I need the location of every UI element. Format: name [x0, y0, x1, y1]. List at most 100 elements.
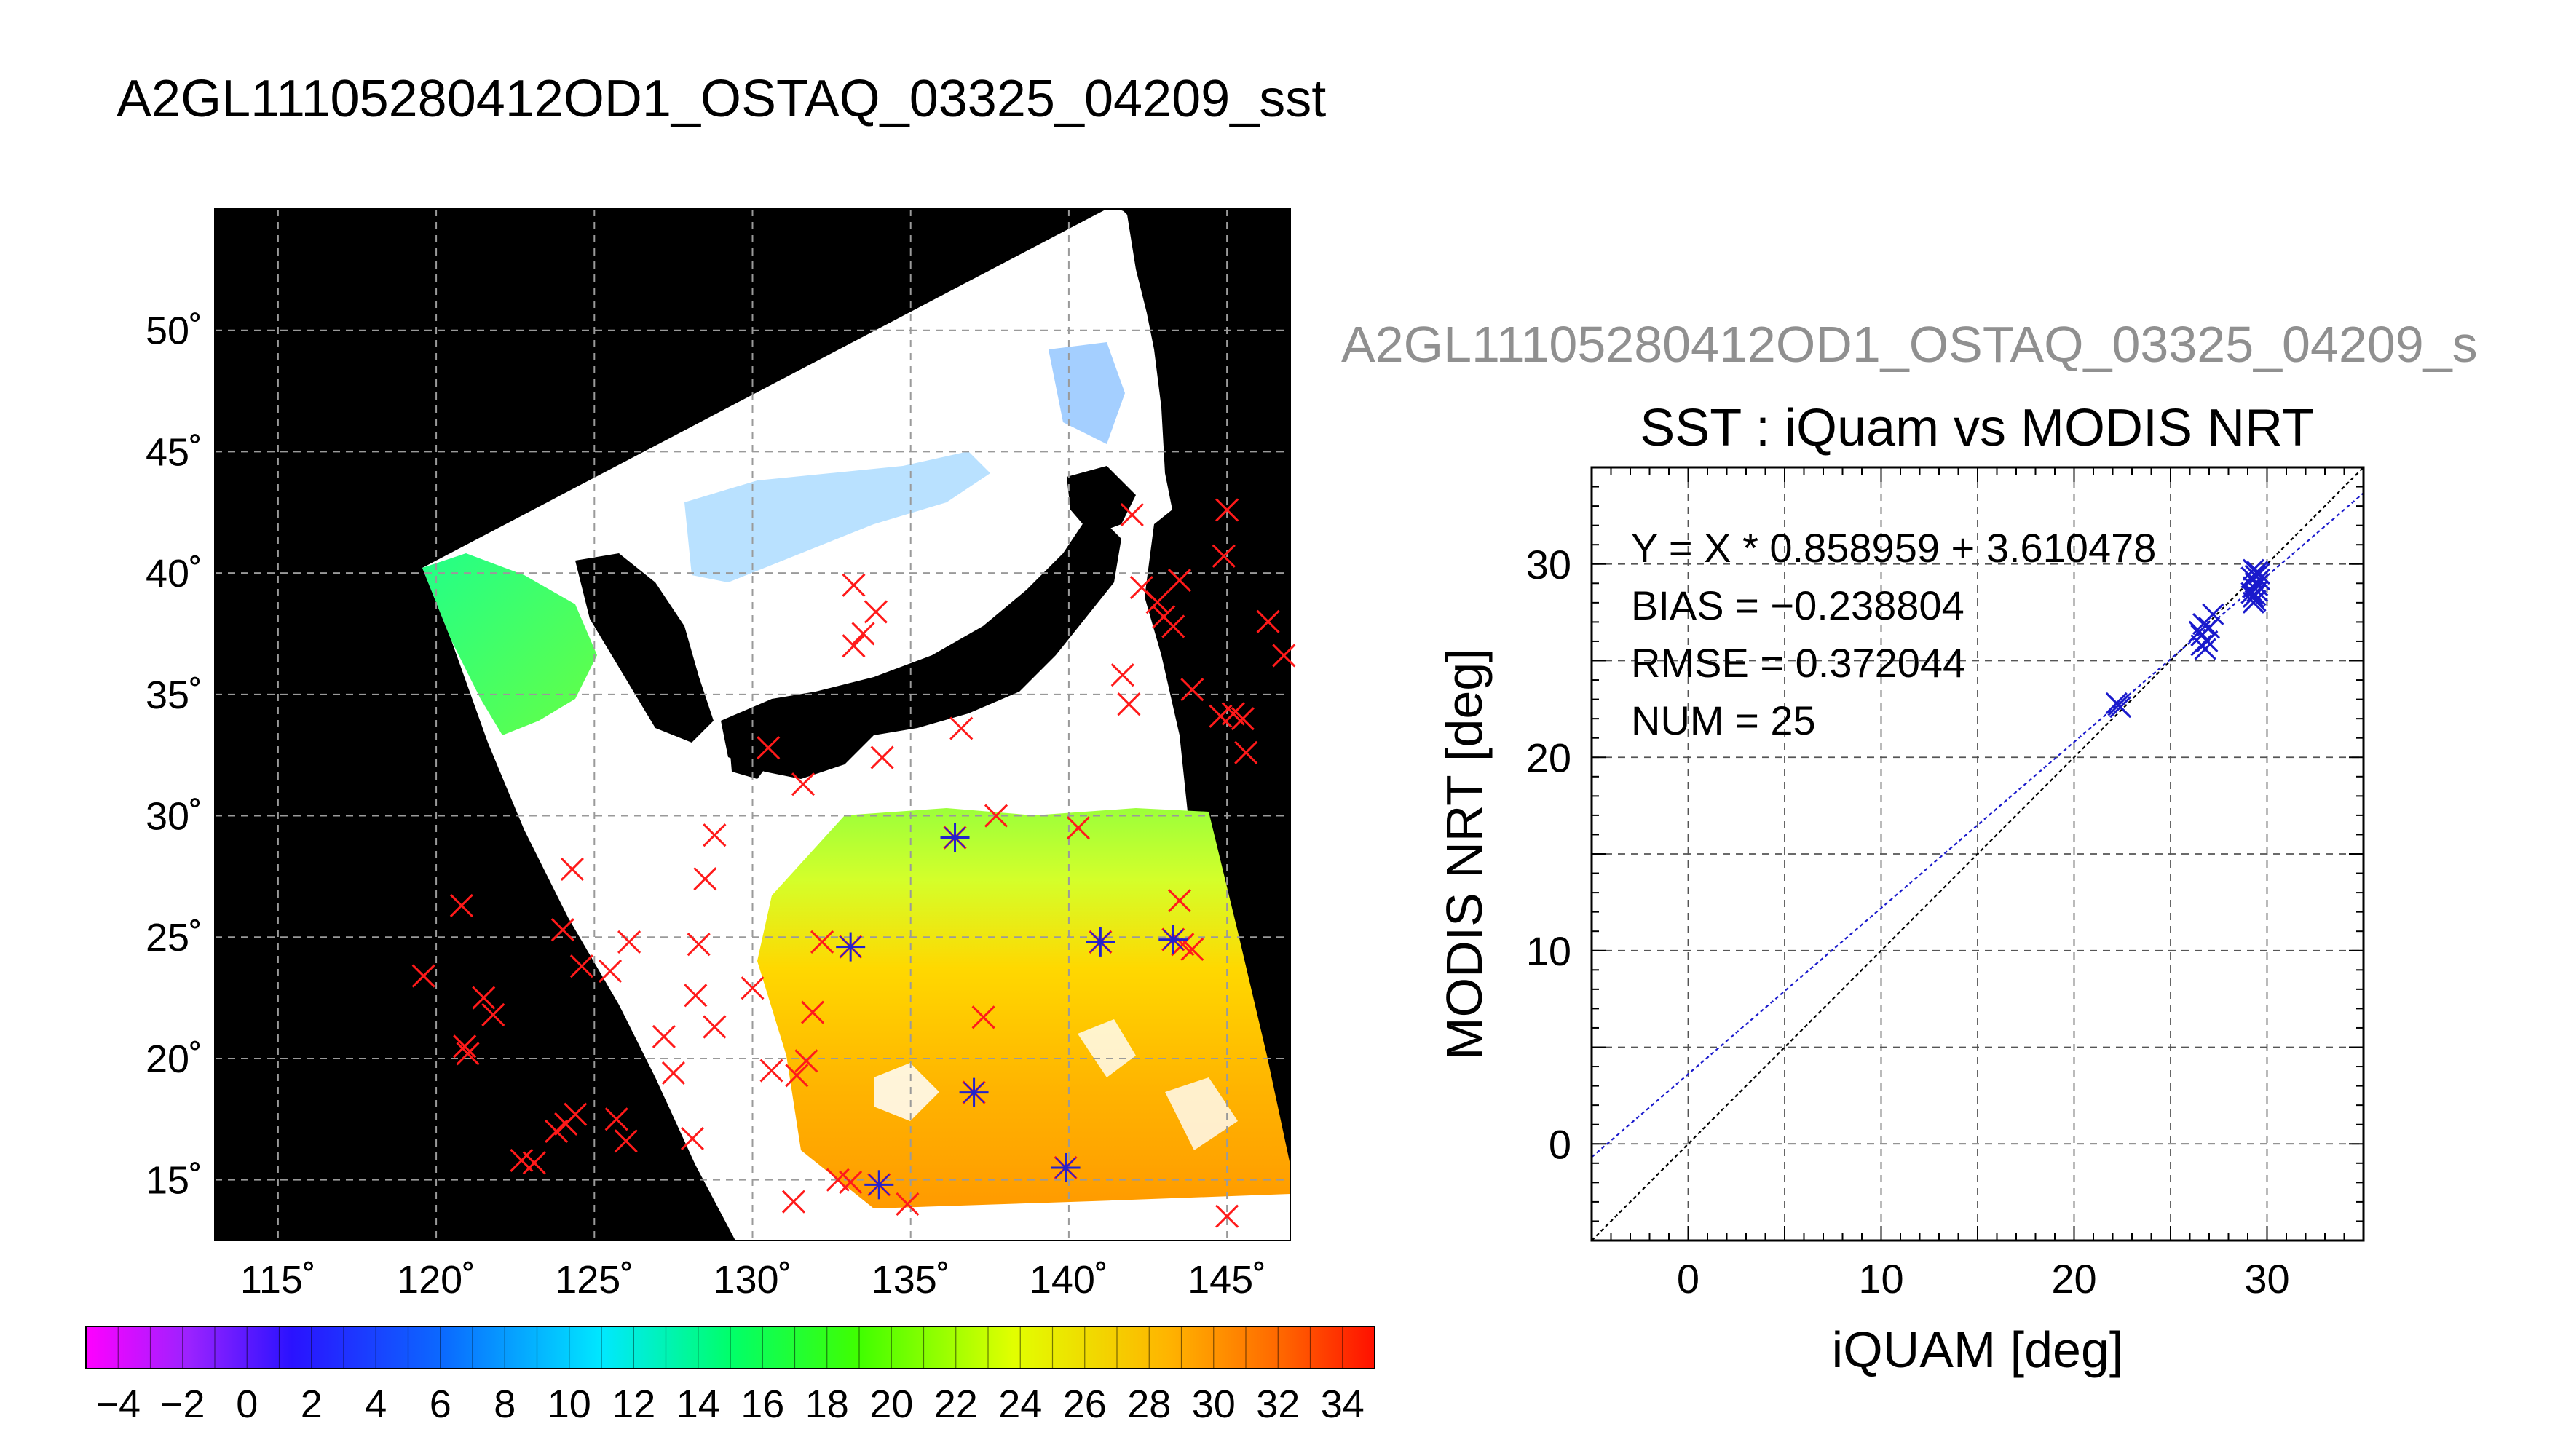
cloud-patch — [874, 1063, 939, 1121]
buoy-marker — [870, 745, 894, 769]
buoy-marker — [1234, 740, 1258, 764]
scatter-y-tick-label: 10 — [1526, 928, 1571, 974]
scatter-frame — [1590, 466, 2365, 1242]
buoy-marker — [687, 933, 711, 957]
buoy-marker — [1167, 889, 1192, 913]
buoy-marker — [693, 867, 717, 891]
map-x-tick-label: 115˚ — [240, 1258, 316, 1302]
colorbar-tick-label: 0 — [236, 1382, 258, 1426]
buoy-marker — [1231, 707, 1255, 731]
buoy-marker — [1161, 614, 1185, 638]
scatter-point — [2196, 630, 2219, 653]
buoy-marker — [1180, 937, 1204, 961]
regression-line — [1591, 492, 2364, 1158]
cloud-patch — [1165, 1077, 1238, 1150]
scatter-title: SST : iQuam vs MODIS NRT — [1640, 399, 2314, 457]
scatter-point — [2244, 584, 2267, 606]
map-x-tick-label: 120˚ — [397, 1258, 475, 1302]
scatter-x-tick-label: 20 — [2051, 1256, 2096, 1302]
colorbar-tick-label: 26 — [1063, 1382, 1107, 1426]
buoy-marker — [703, 823, 727, 847]
warm-sst-region — [757, 808, 1290, 1208]
scatter-stat-equation: Y = X * 0.858959 + 3.610478 — [1631, 525, 2156, 571]
blue-sst-patch — [684, 451, 990, 582]
map-grid — [215, 209, 1290, 1241]
scatter-point — [2248, 568, 2270, 591]
scatter-panel: A2GL11105280412OD1_OSTAQ_03325_04209_s S… — [1341, 316, 2478, 1378]
map-y-tick-labels: 15˚ 20˚ 25˚ 30˚ 35˚ 40˚ 45˚ 50˚ — [146, 309, 202, 1203]
colorbar-tick-label: −2 — [160, 1382, 205, 1426]
buoy-marker — [453, 1034, 477, 1059]
buoy-marker — [1110, 663, 1134, 687]
colorbar-tick-label: 30 — [1192, 1382, 1236, 1426]
buoy-marker — [800, 1000, 825, 1024]
scatter-lines — [1591, 467, 2364, 1241]
buoy-marker-matched — [1158, 925, 1188, 954]
buoy-marker — [1180, 678, 1204, 702]
colorbar-tick-label: 6 — [430, 1382, 451, 1426]
buoy-marker — [661, 1061, 685, 1085]
colorbar-tick-label: 28 — [1127, 1382, 1171, 1426]
buoy-marker — [741, 976, 765, 1000]
buoy-marker-matched — [940, 823, 970, 852]
buoy-marker — [1167, 569, 1192, 593]
buoy-marker — [456, 1042, 480, 1066]
buoy-marker — [896, 1192, 920, 1216]
scatter-y-axis-label: MODIS NRT [deg] — [1436, 648, 1493, 1059]
colorbar-tick-label: 24 — [998, 1382, 1042, 1426]
scatter-point — [2197, 617, 2221, 639]
buoy-marker-matched — [864, 1170, 894, 1200]
buoy-marker — [851, 622, 875, 646]
buoy-marker — [794, 1049, 818, 1073]
buoy-marker — [984, 804, 1008, 828]
buoy-marker — [604, 1107, 628, 1131]
buoy-marker — [949, 716, 974, 740]
map-x-tick-labels: 115˚ 120˚ 125˚ 130˚ 135˚ 140˚ 145˚ — [240, 1258, 1266, 1302]
map-y-tick-label: 50˚ — [146, 309, 202, 353]
scatter-stat-rmse: RMSE = 0.372044 — [1631, 640, 1965, 686]
buoy-marker — [791, 772, 816, 796]
colorbar-tick-label: 8 — [494, 1382, 516, 1426]
buoy-marker — [864, 600, 888, 624]
buoy-marker — [1256, 609, 1280, 633]
one-to-one-line — [1591, 467, 2364, 1241]
map-y-tick-label: 35˚ — [146, 673, 202, 717]
buoy-marker — [481, 1002, 505, 1026]
buoy-marker — [1272, 644, 1296, 668]
scatter-point — [2248, 562, 2270, 585]
buoy-marker — [617, 930, 641, 954]
map-y-tick-label: 25˚ — [146, 916, 202, 960]
land-hokkaido — [1067, 466, 1136, 535]
buoy-marker-matched — [1051, 1152, 1081, 1182]
map-frame — [214, 208, 1291, 1241]
map-x-tick-label: 145˚ — [1188, 1258, 1266, 1302]
scatter-x-tick-labels: 0 10 20 30 — [1677, 1256, 2290, 1302]
colorbar-tick-label: 2 — [301, 1382, 323, 1426]
buoy-marker — [545, 1119, 569, 1144]
buoy-marker — [564, 1102, 588, 1126]
buoy-markers — [411, 498, 1296, 1228]
buoy-marker — [785, 1064, 809, 1088]
colorbar-tick-label: 10 — [548, 1382, 591, 1426]
buoy-marker — [1215, 498, 1239, 522]
scatter-point — [2242, 558, 2265, 581]
colorbar-tick-label: 14 — [676, 1382, 720, 1426]
scatter-x-tick-label: 0 — [1677, 1256, 1699, 1302]
buoy-marker — [759, 1059, 783, 1083]
map-y-tick-label: 15˚ — [146, 1159, 202, 1203]
scatter-x-axis-label: iQUAM [deg] — [1832, 1321, 2124, 1378]
land-japan — [721, 510, 1121, 779]
colorbar-tick-label: 20 — [869, 1382, 913, 1426]
map-x-tick-label: 140˚ — [1030, 1258, 1108, 1302]
map-y-tick-label: 45˚ — [146, 430, 202, 474]
map-x-tick-label: 130˚ — [713, 1258, 791, 1302]
buoy-marker — [1215, 1204, 1239, 1228]
buoy-marker — [757, 736, 781, 760]
buoy-marker — [560, 857, 584, 881]
map-x-tick-label: 135˚ — [872, 1258, 950, 1302]
scatter-y-tick-label: 0 — [1549, 1121, 1571, 1167]
blue-sst-patch — [1049, 342, 1125, 444]
scatter-stat-bias: BIAS = −0.238804 — [1631, 582, 1964, 628]
buoy-marker — [684, 984, 708, 1008]
buoy-marker — [703, 1015, 727, 1039]
